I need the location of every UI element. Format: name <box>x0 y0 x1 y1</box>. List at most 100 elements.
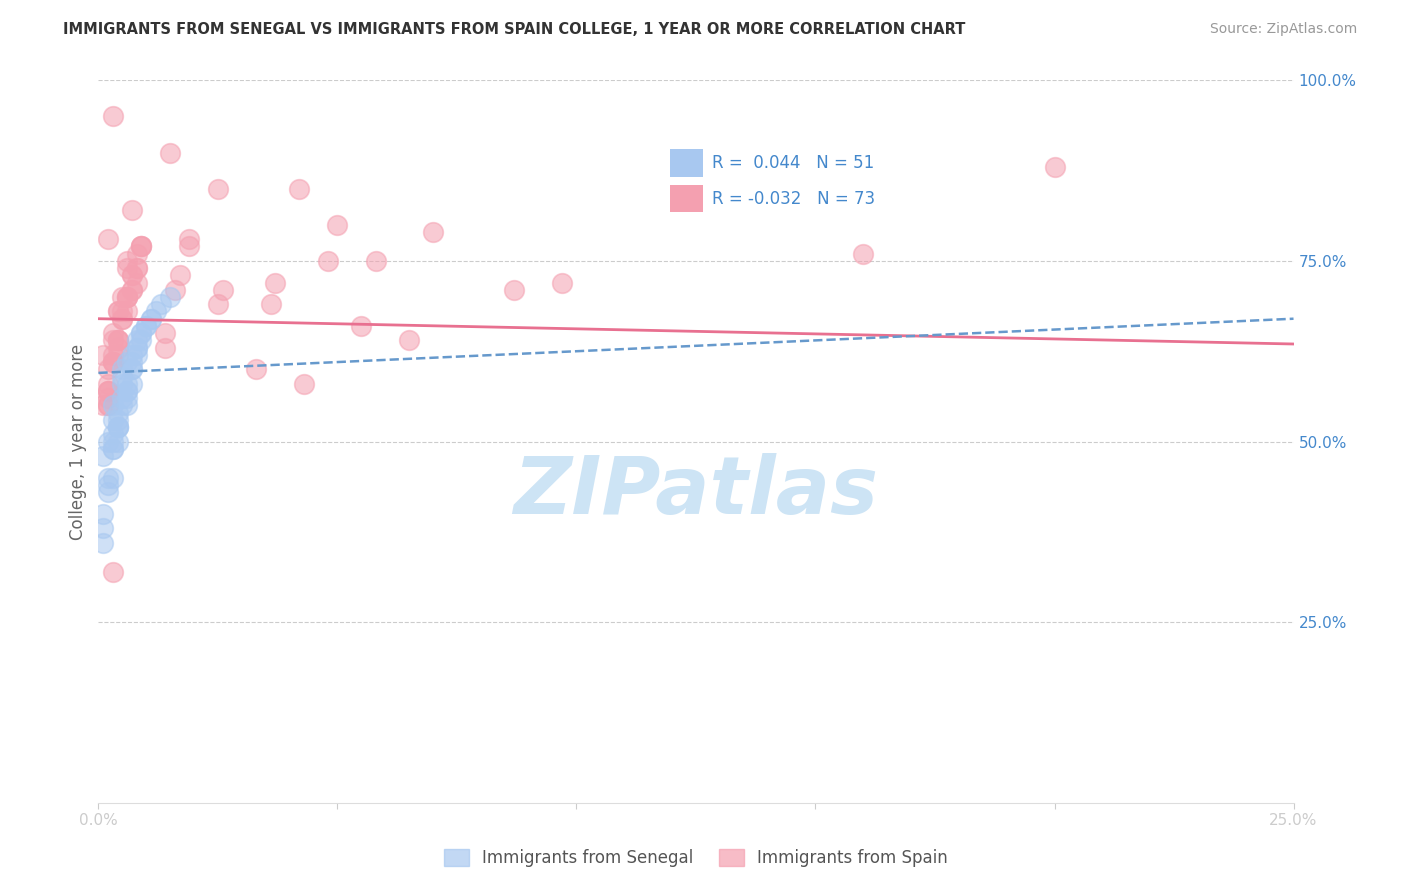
Point <box>115 253 138 268</box>
Point <box>97 384 120 398</box>
Point <box>101 427 124 442</box>
Point <box>125 261 148 276</box>
Point <box>139 311 162 326</box>
Point <box>1043 160 1066 174</box>
Point <box>125 348 148 362</box>
Legend: Immigrants from Senegal, Immigrants from Spain: Immigrants from Senegal, Immigrants from… <box>437 842 955 874</box>
Point <box>111 391 134 405</box>
Point <box>125 261 148 276</box>
Point <box>207 182 229 196</box>
Point <box>422 225 444 239</box>
Point <box>115 376 138 391</box>
Point <box>97 398 120 412</box>
Point <box>91 398 114 412</box>
Point <box>259 297 281 311</box>
Point <box>111 398 134 412</box>
Text: R =  0.044   N = 51: R = 0.044 N = 51 <box>713 154 875 172</box>
Point <box>121 348 143 362</box>
Point <box>97 376 120 391</box>
Point <box>207 297 229 311</box>
Point <box>101 355 124 369</box>
Point <box>159 145 181 160</box>
Point <box>115 290 138 304</box>
Point <box>97 362 120 376</box>
Point <box>121 268 143 283</box>
Point <box>149 297 172 311</box>
Point <box>155 341 177 355</box>
Point <box>131 334 153 348</box>
Point <box>101 413 124 427</box>
Text: R = -0.032   N = 73: R = -0.032 N = 73 <box>713 190 876 208</box>
Point <box>101 442 124 456</box>
Point <box>107 434 129 449</box>
Point <box>107 413 129 427</box>
Point <box>97 384 120 398</box>
Point <box>111 369 134 384</box>
Point <box>163 283 186 297</box>
Point <box>364 253 387 268</box>
Point <box>326 218 349 232</box>
Point <box>131 326 153 340</box>
Point <box>91 348 114 362</box>
Point <box>111 362 134 376</box>
Point <box>292 376 315 391</box>
Point <box>135 318 157 333</box>
Point <box>111 304 134 318</box>
Text: IMMIGRANTS FROM SENEGAL VS IMMIGRANTS FROM SPAIN COLLEGE, 1 YEAR OR MORE CORRELA: IMMIGRANTS FROM SENEGAL VS IMMIGRANTS FR… <box>63 22 966 37</box>
Point <box>503 283 526 297</box>
Point <box>121 362 143 376</box>
Point <box>115 384 138 398</box>
Text: ZIPatlas: ZIPatlas <box>513 453 879 531</box>
Point <box>179 239 201 253</box>
Point <box>97 398 120 412</box>
Point <box>111 311 134 326</box>
Y-axis label: College, 1 year or more: College, 1 year or more <box>69 343 87 540</box>
Bar <box>671 185 703 212</box>
Point <box>125 246 148 260</box>
Point <box>121 355 143 369</box>
Point <box>131 239 153 253</box>
Point <box>131 239 153 253</box>
Point <box>115 304 138 318</box>
Point <box>101 470 124 484</box>
Point <box>135 318 157 333</box>
Point <box>125 276 148 290</box>
Point <box>264 276 287 290</box>
Point <box>115 355 138 369</box>
Point <box>121 203 143 218</box>
Point <box>97 232 120 246</box>
Point <box>115 398 138 412</box>
Point <box>107 420 129 434</box>
Point <box>101 326 124 340</box>
Point <box>121 283 143 297</box>
Point <box>107 304 129 318</box>
Point <box>107 406 129 420</box>
Point <box>139 311 162 326</box>
Point <box>91 507 114 521</box>
Point <box>107 341 129 355</box>
Point <box>101 442 124 456</box>
Point <box>316 253 339 268</box>
Point <box>107 420 129 434</box>
Point <box>169 268 191 283</box>
Point <box>551 276 574 290</box>
Point <box>97 384 120 398</box>
Point <box>91 535 114 549</box>
Text: Source: ZipAtlas.com: Source: ZipAtlas.com <box>1209 22 1357 37</box>
Point <box>115 391 138 405</box>
Point <box>125 341 148 355</box>
Point <box>101 565 124 579</box>
Point <box>125 341 148 355</box>
Point <box>111 311 134 326</box>
Point <box>107 304 129 318</box>
Point <box>97 478 120 492</box>
Point <box>121 362 143 376</box>
Point <box>107 348 129 362</box>
Point <box>115 261 138 276</box>
Point <box>121 268 143 283</box>
Point <box>245 362 267 376</box>
Point <box>101 398 124 412</box>
Point <box>179 232 201 246</box>
Point <box>121 283 143 297</box>
Point <box>288 182 311 196</box>
